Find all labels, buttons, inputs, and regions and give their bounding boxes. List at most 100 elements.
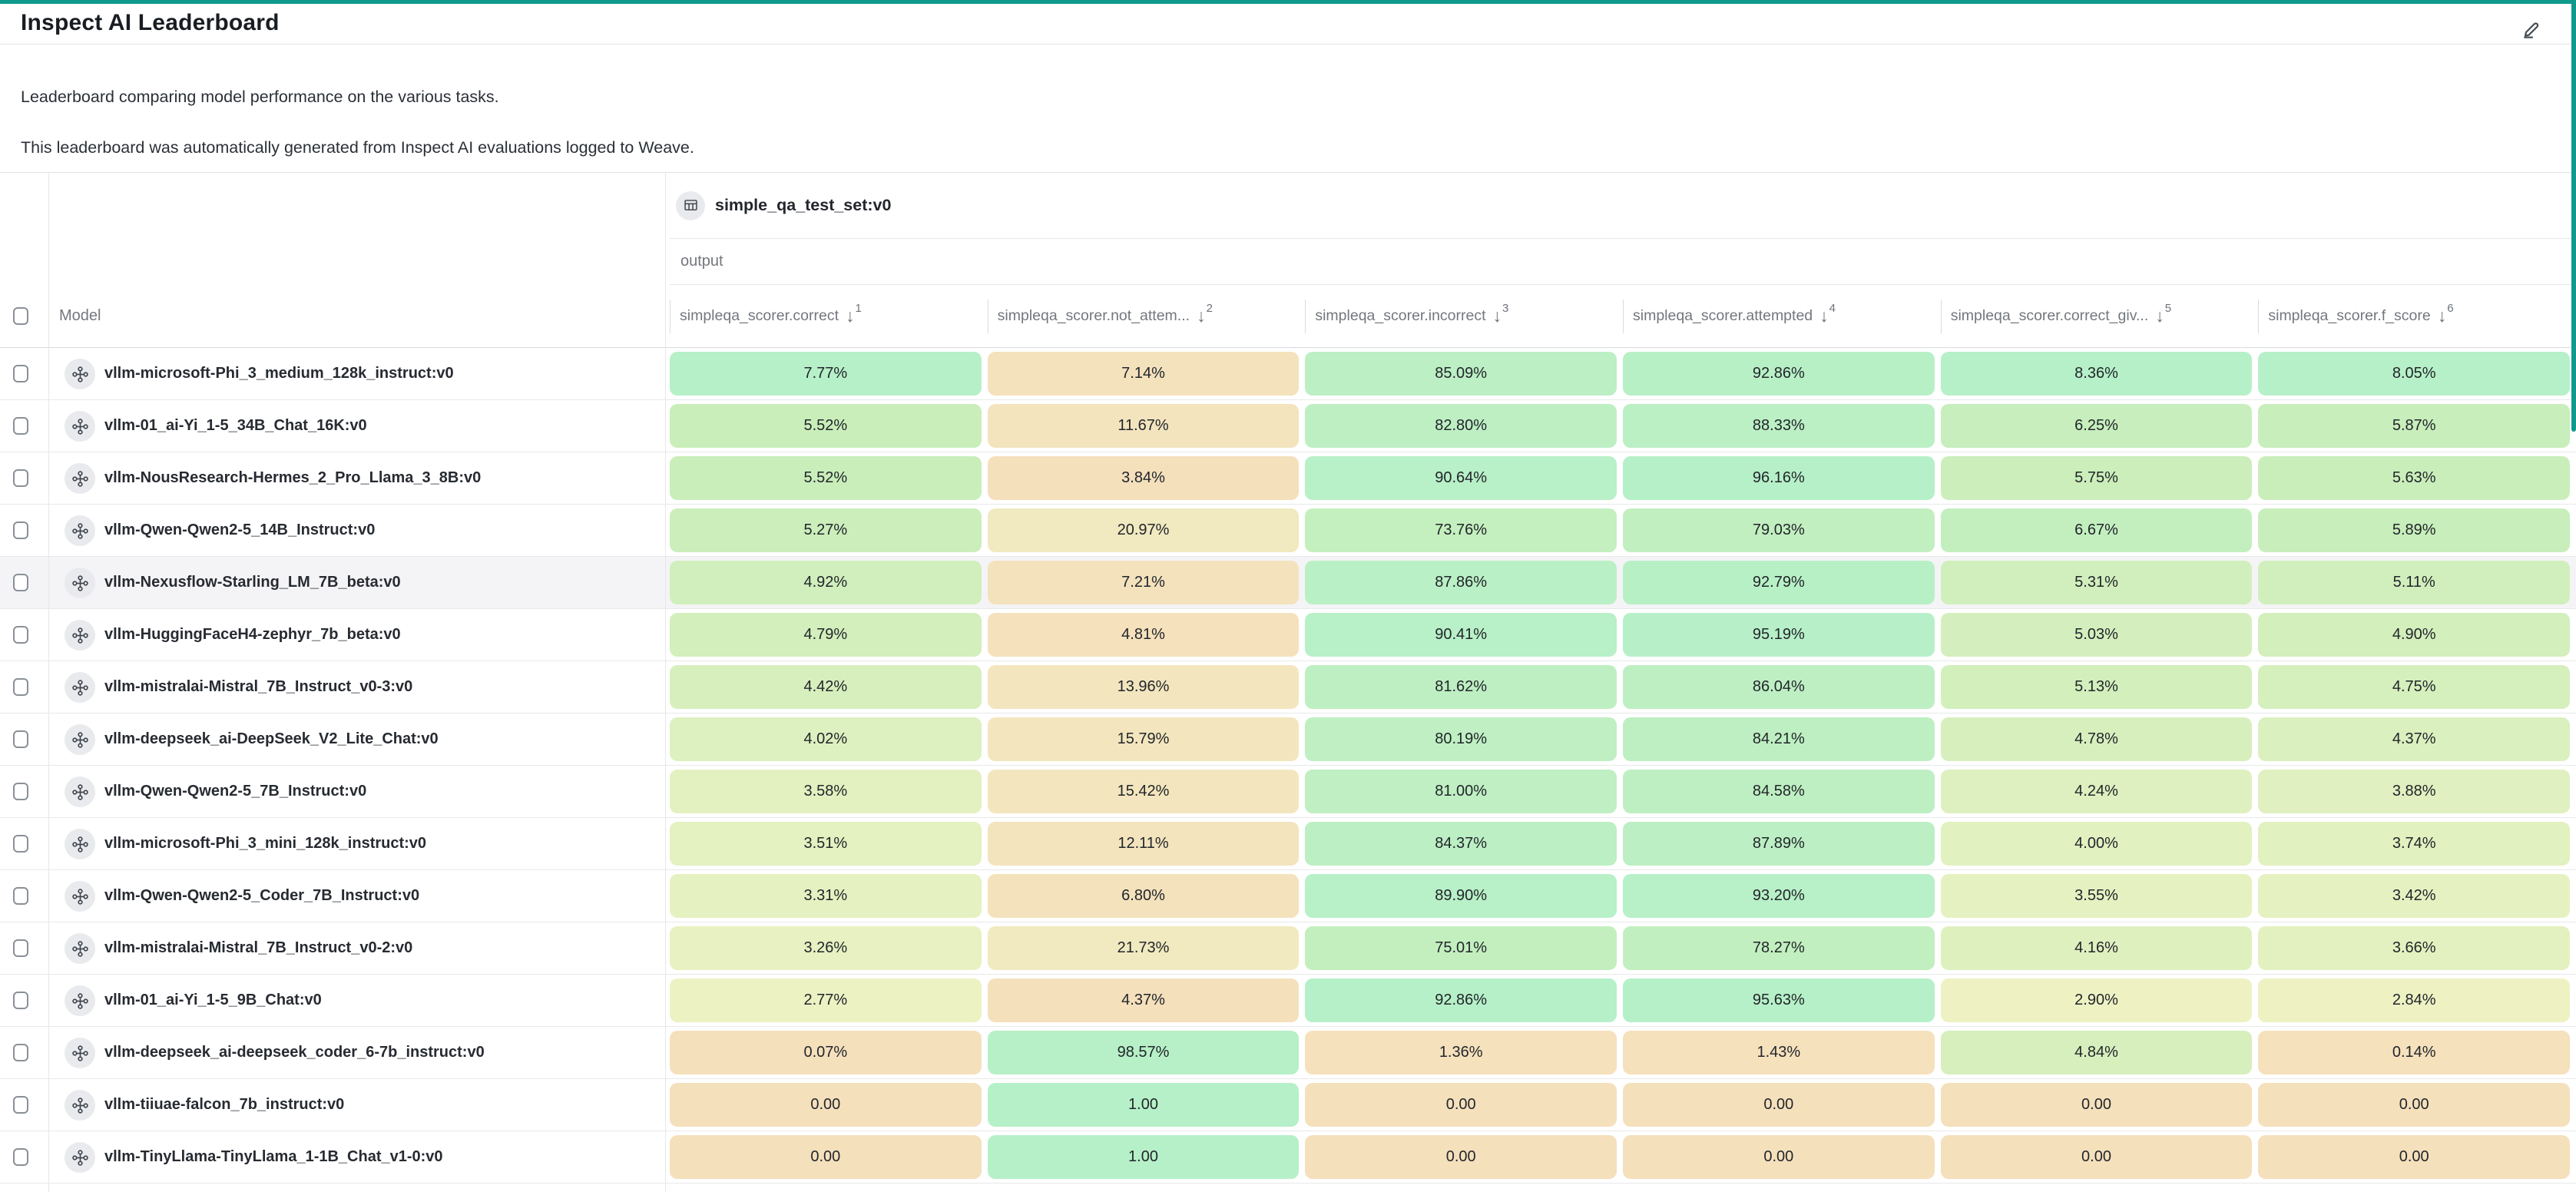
row-checkbox[interactable]: [13, 939, 28, 957]
metric-cells: 0.00 1.00 0.00 0.00 0.00 0.00: [670, 1079, 2576, 1131]
model-ref-link[interactable]: vllm-microsoft-Phi_3_medium_128k_instruc…: [104, 365, 454, 382]
metric-cells: 2.77% 4.37% 92.86% 95.63% 2.90% 2.84%: [670, 975, 2576, 1026]
model-icon: [65, 359, 95, 389]
table-row[interactable]: vllm-mistralai-Mistral_7B_Instruct_v0-3:…: [0, 661, 2576, 714]
metric-cells: 3.51% 12.11% 84.37% 87.89% 4.00% 3.74%: [670, 818, 2576, 869]
metric-value-pill: 75.01%: [1305, 926, 1617, 970]
row-checkbox[interactable]: [13, 574, 28, 591]
metric-column-header[interactable]: simpleqa_scorer.correct_giv... ↓ 5: [1940, 285, 2259, 347]
metric-value-pill: 0.00: [670, 1135, 982, 1179]
metric-cell: 0.00: [670, 1131, 988, 1183]
model-ref-link[interactable]: vllm-Qwen-Qwen2-5_14B_Instruct:v0: [104, 522, 376, 538]
row-checkbox[interactable]: [13, 469, 28, 487]
metric-cell: 3.51%: [670, 818, 988, 869]
row-checkbox[interactable]: [13, 730, 28, 748]
row-checkbox[interactable]: [13, 1148, 28, 1166]
table-row[interactable]: vllm-Qwen-Qwen2-5_Coder_7B_Instruct:v0 3.…: [0, 870, 2576, 922]
page-title: Inspect AI Leaderboard: [21, 10, 280, 35]
edit-leaderboard-button[interactable]: [2516, 13, 2545, 42]
metric-cell: 90.64%: [1305, 452, 1623, 504]
model-ref-link[interactable]: vllm-microsoft-Phi_3_mini_128k_instruct:…: [104, 835, 427, 852]
metric-cell: 4.75%: [2258, 661, 2576, 713]
metric-value-pill: 85.09%: [1305, 352, 1617, 396]
table-row[interactable]: vllm-HuggingFaceH4-zephyr_7b_beta:v0 4.79…: [0, 609, 2576, 661]
table-row[interactable]: vllm-tiiuae-falcon_7b_instruct:v0 0.00 1.0…: [0, 1079, 2576, 1131]
model-ref-link[interactable]: vllm-mistralai-Mistral_7B_Instruct_v0-2:…: [104, 939, 413, 956]
metric-cell: 93.20%: [1623, 870, 1941, 922]
model-ref-link[interactable]: vllm-mistralai-Mistral_7B_Instruct_v0-3:…: [104, 678, 413, 695]
metric-column-header[interactable]: simpleqa_scorer.not_attem... ↓ 2: [987, 285, 1306, 347]
model-icon: [65, 881, 95, 912]
model-ref-link[interactable]: vllm-Qwen-Qwen2-5_7B_Instruct:v0: [104, 783, 367, 800]
table-row[interactable]: vllm-microsoft-Phi_3_mini_128k_instruct:…: [0, 818, 2576, 870]
table-row[interactable]: vllm-mistralai-Mistral_7B_Instruct_v0-2:…: [0, 922, 2576, 975]
metric-cell: 8.36%: [1940, 348, 2259, 399]
model-icon: [65, 620, 95, 651]
table-row[interactable]: vllm-microsoft-Phi_3_medium_128k_instruc…: [0, 348, 2576, 400]
model-ref-link[interactable]: vllm-deepseek_ai-DeepSeek_V2_Lite_Chat:v…: [104, 730, 439, 747]
metric-value-pill: 4.79%: [670, 613, 982, 657]
model-ref-link[interactable]: vllm-01_ai-Yi_1-5_34B_Chat_16K:v0: [104, 417, 367, 434]
metric-column-label: simpleqa_scorer.correct_giv...: [1950, 307, 2149, 324]
metric-value-pill: 21.73%: [987, 926, 1300, 970]
metric-value-pill: 86.04%: [1623, 665, 1935, 709]
metric-cell: 84.58%: [1623, 766, 1941, 817]
row-checkbox[interactable]: [13, 522, 28, 539]
metric-cell: 90.41%: [1305, 609, 1623, 661]
model-ref-link[interactable]: vllm-deepseek_ai-deepseek_coder_6-7b_ins…: [104, 1044, 485, 1061]
row-checkbox[interactable]: [13, 365, 28, 382]
table-row[interactable]: vllm-01_ai-Yi_1-5_9B_Chat:v0 2.77% 4.37% 92…: [0, 975, 2576, 1027]
metric-column-label: simpleqa_scorer.incorrect: [1315, 307, 1486, 324]
table-row[interactable]: vllm-NousResearch-Hermes_2_Pro_Llama_3_8…: [0, 452, 2576, 505]
row-checkbox[interactable]: [13, 992, 28, 1009]
metric-value-pill: 5.63%: [2258, 456, 2571, 500]
metric-column-header[interactable]: simpleqa_scorer.f_score ↓ 6: [2258, 285, 2576, 347]
sort-order-badge: 4: [1829, 302, 1836, 315]
table-row[interactable]: vllm-Nexusflow-Starling_LM_7B_beta:v0 4.9…: [0, 557, 2576, 609]
model-ref-link[interactable]: vllm-TinyLlama-TinyLlama_1-1B_Chat_v1-0:…: [104, 1148, 443, 1165]
dataset-group-label[interactable]: simple_qa_test_set:v0: [715, 196, 892, 214]
sort-order-badge: 3: [1502, 302, 1509, 315]
row-checkbox[interactable]: [13, 678, 28, 696]
metric-cell: 0.00: [670, 1079, 988, 1131]
row-checkbox[interactable]: [13, 835, 28, 853]
metric-cell: 84.37%: [1305, 818, 1623, 869]
metric-value-pill: 4.81%: [987, 613, 1300, 657]
row-checkbox[interactable]: [13, 417, 28, 435]
output-group-header-row: output: [0, 239, 2576, 285]
metric-cell: 5.89%: [2258, 505, 2576, 556]
table-row[interactable]: vllm-TinyLlama-TinyLlama_1-1B_Chat_v1-0:…: [0, 1131, 2576, 1184]
table-row[interactable]: vllm-Qwen-Qwen2-5_14B_Instruct:v0 5.27% 20…: [0, 505, 2576, 557]
model-ref-link[interactable]: vllm-01_ai-Yi_1-5_9B_Chat:v0: [104, 992, 322, 1008]
row-checkbox[interactable]: [13, 783, 28, 800]
metric-cell: 5.52%: [670, 400, 988, 452]
metric-value-pill: 4.24%: [1940, 770, 2253, 813]
row-checkbox[interactable]: [13, 1096, 28, 1114]
model-ref-link[interactable]: vllm-HuggingFaceH4-zephyr_7b_beta:v0: [104, 626, 401, 643]
metric-cells: 0.07% 98.57% 1.36% 1.43% 4.84% 0.14%: [670, 1027, 2576, 1078]
metric-value-pill: 0.07%: [670, 1031, 982, 1074]
metric-value-pill: 6.25%: [1940, 404, 2253, 448]
metric-cell: 3.42%: [2258, 870, 2576, 922]
table-row[interactable]: vllm-deepseek_ai-deepseek_coder_6-7b_ins…: [0, 1027, 2576, 1079]
metric-cell: 0.00: [1623, 1131, 1941, 1183]
table-row[interactable]: vllm-deepseek_ai-DeepSeek_V2_Lite_Chat:v…: [0, 714, 2576, 766]
model-ref-link[interactable]: vllm-NousResearch-Hermes_2_Pro_Llama_3_8…: [104, 469, 482, 486]
row-checkbox[interactable]: [13, 887, 28, 905]
metric-cell: 0.00: [1623, 1079, 1941, 1131]
table-row[interactable]: vllm-Qwen-Qwen2-5_7B_Instruct:v0 3.58% 15.…: [0, 766, 2576, 818]
select-all-checkbox[interactable]: [13, 307, 28, 325]
row-checkbox[interactable]: [13, 1044, 28, 1061]
model-ref-link[interactable]: vllm-Qwen-Qwen2-5_Coder_7B_Instruct:v0: [104, 887, 420, 904]
metric-cell: 5.75%: [1940, 452, 2259, 504]
row-checkbox[interactable]: [13, 626, 28, 644]
vertical-scrollbar-thumb[interactable]: [2571, 0, 2576, 432]
model-ref-link[interactable]: vllm-Nexusflow-Starling_LM_7B_beta:v0: [104, 574, 401, 591]
metric-value-pill: 98.57%: [987, 1031, 1300, 1074]
metric-column-header[interactable]: simpleqa_scorer.incorrect ↓ 3: [1305, 285, 1623, 347]
model-ref-link[interactable]: vllm-tiiuae-falcon_7b_instruct:v0: [104, 1096, 345, 1113]
table-row[interactable]: vllm-01_ai-Yi_1-5_34B_Chat_16K:v0 5.52% 11…: [0, 400, 2576, 452]
metric-column-header[interactable]: simpleqa_scorer.correct ↓ 1: [670, 285, 988, 347]
metric-column-header[interactable]: simpleqa_scorer.attempted ↓ 4: [1623, 285, 1941, 347]
metric-value-pill: 1.43%: [1623, 1031, 1935, 1074]
